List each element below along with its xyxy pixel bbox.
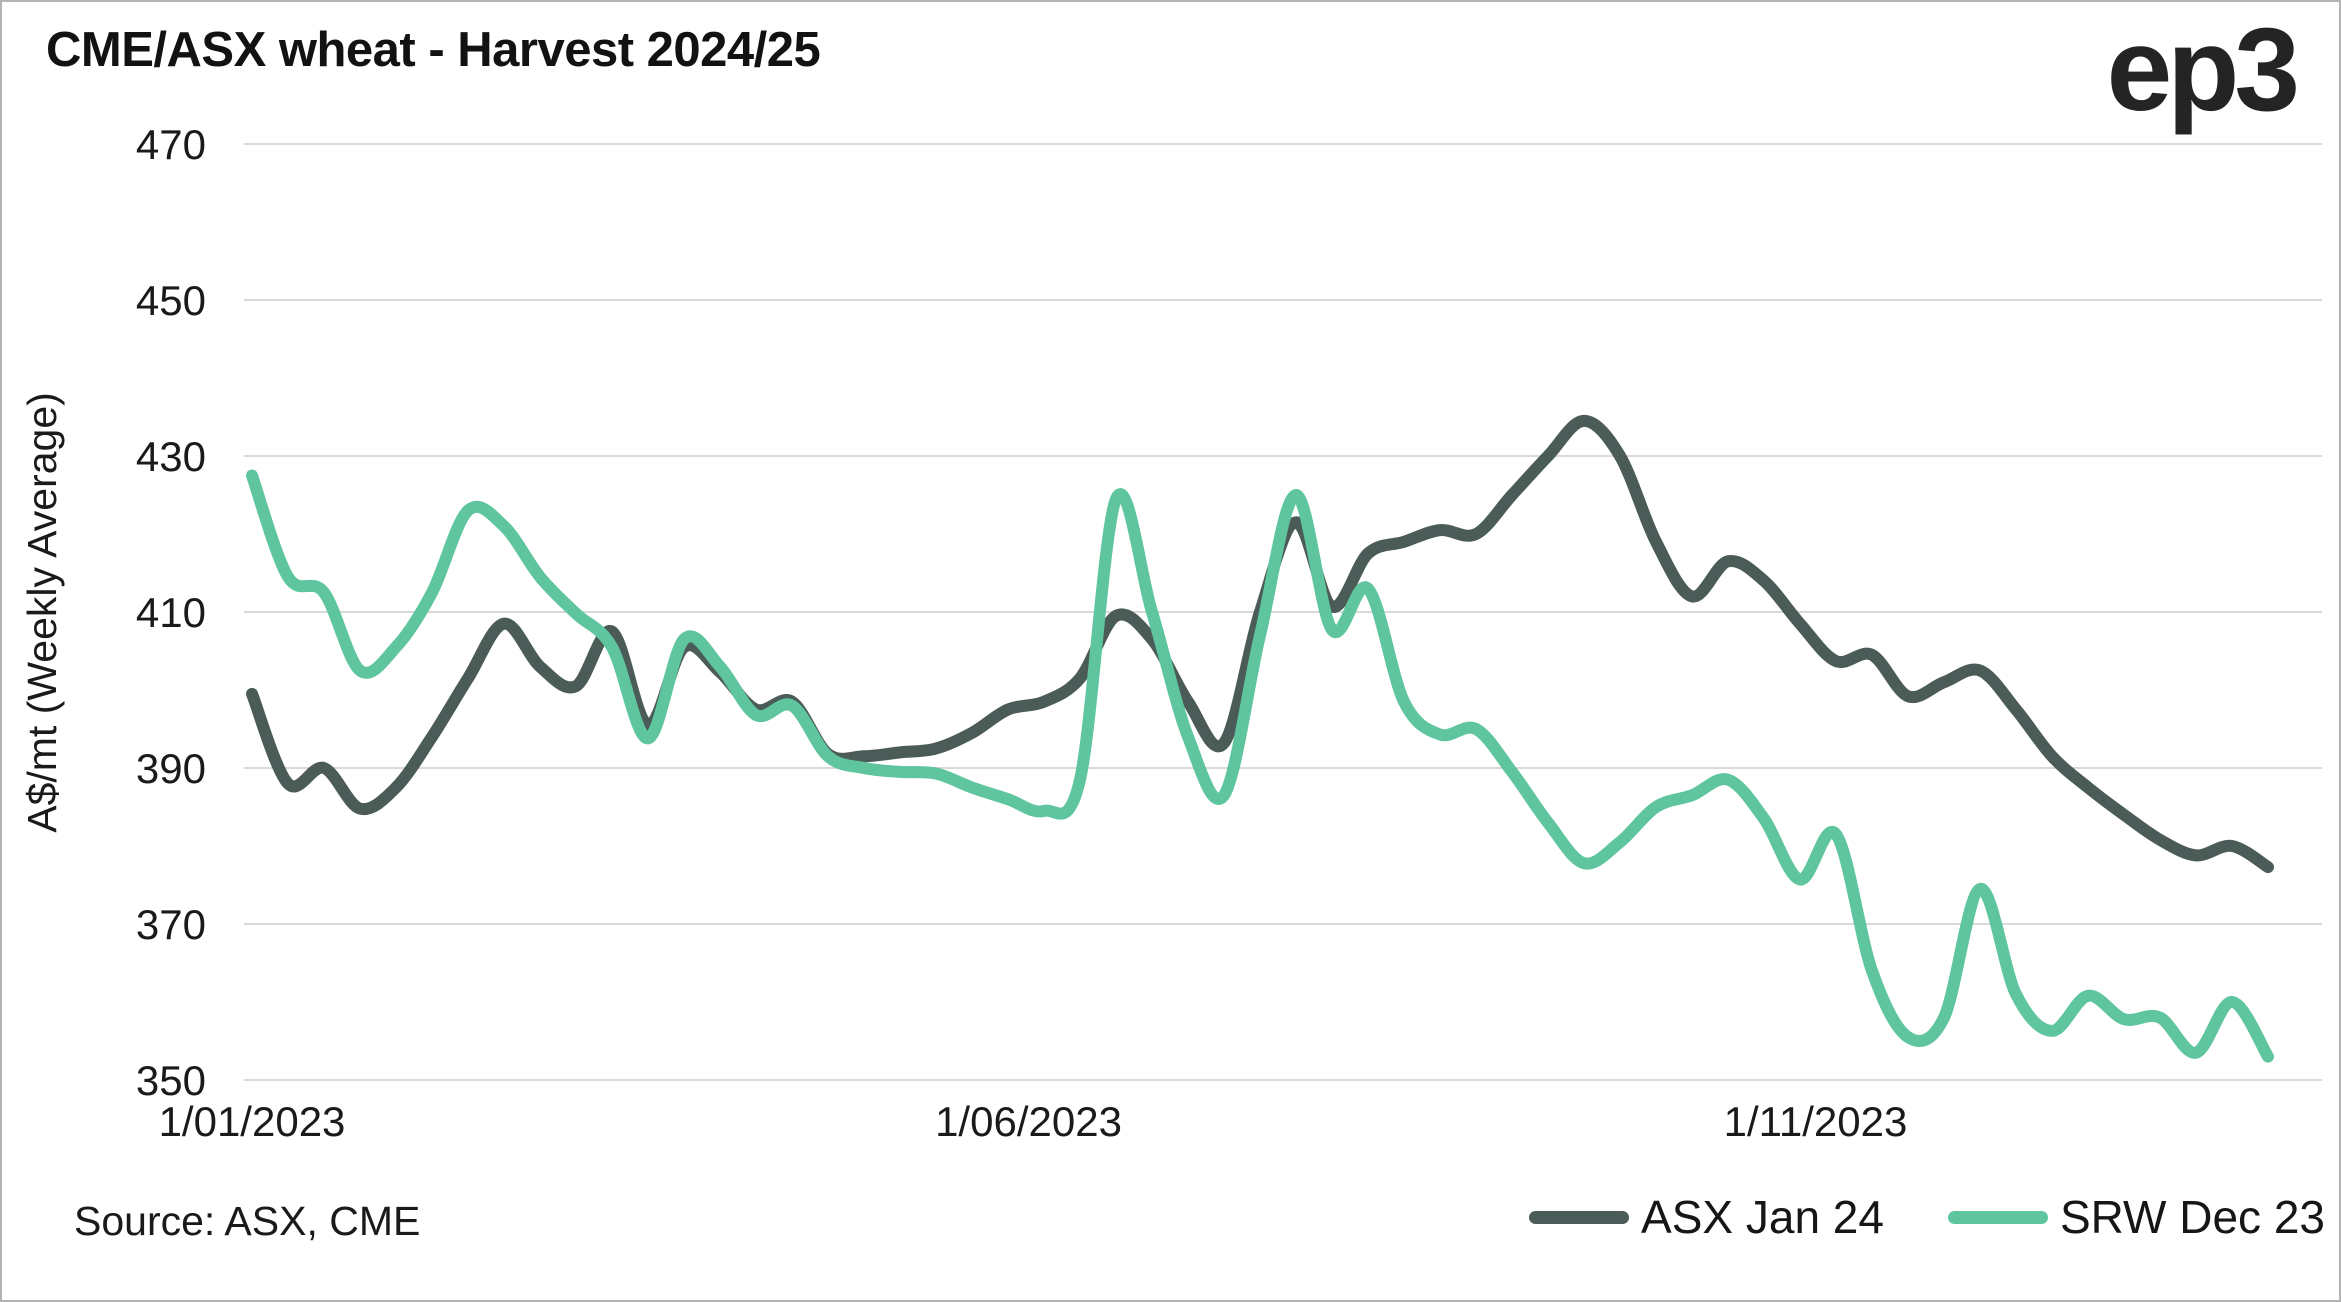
x-tick-label-1-01-2023: 1/01/2023: [159, 1098, 346, 1145]
source-note: Source: ASX, CME: [74, 1198, 421, 1244]
x-tick-label-1-06-2023: 1/06/2023: [935, 1098, 1122, 1145]
srw-series-swatch: [1947, 1210, 2048, 1224]
y-tick-label-350: 350: [136, 1057, 206, 1104]
series-line-asx: [246, 414, 2274, 874]
srw-series-label: SRW Dec 23: [2059, 1191, 2325, 1243]
y-tick-label-390: 390: [136, 745, 206, 792]
legend-item-srw: SRW Dec 23: [1947, 1190, 2325, 1244]
y-tick-label-430: 430: [136, 433, 206, 480]
asx-series-swatch: [1529, 1210, 1630, 1224]
y-tick-label-410: 410: [136, 589, 206, 636]
y-tick-label-450: 450: [136, 277, 206, 324]
series-line-srw: [246, 469, 2274, 1063]
y-tick-label-470: 470: [136, 121, 206, 168]
legend-item-asx: ASX Jan 24: [1529, 1190, 1884, 1244]
chart-title: CME/ASX wheat - Harvest 2024/25: [46, 23, 821, 77]
ep3-logo: ep3: [2106, 4, 2300, 136]
legend: ASX Jan 24 SRW Dec 23: [1529, 1190, 2325, 1244]
x-tick-label-1-11-2023: 1/11/2023: [1724, 1098, 1908, 1145]
y-tick-label-370: 370: [136, 901, 206, 948]
asx-series-label: ASX Jan 24: [1641, 1191, 1884, 1243]
